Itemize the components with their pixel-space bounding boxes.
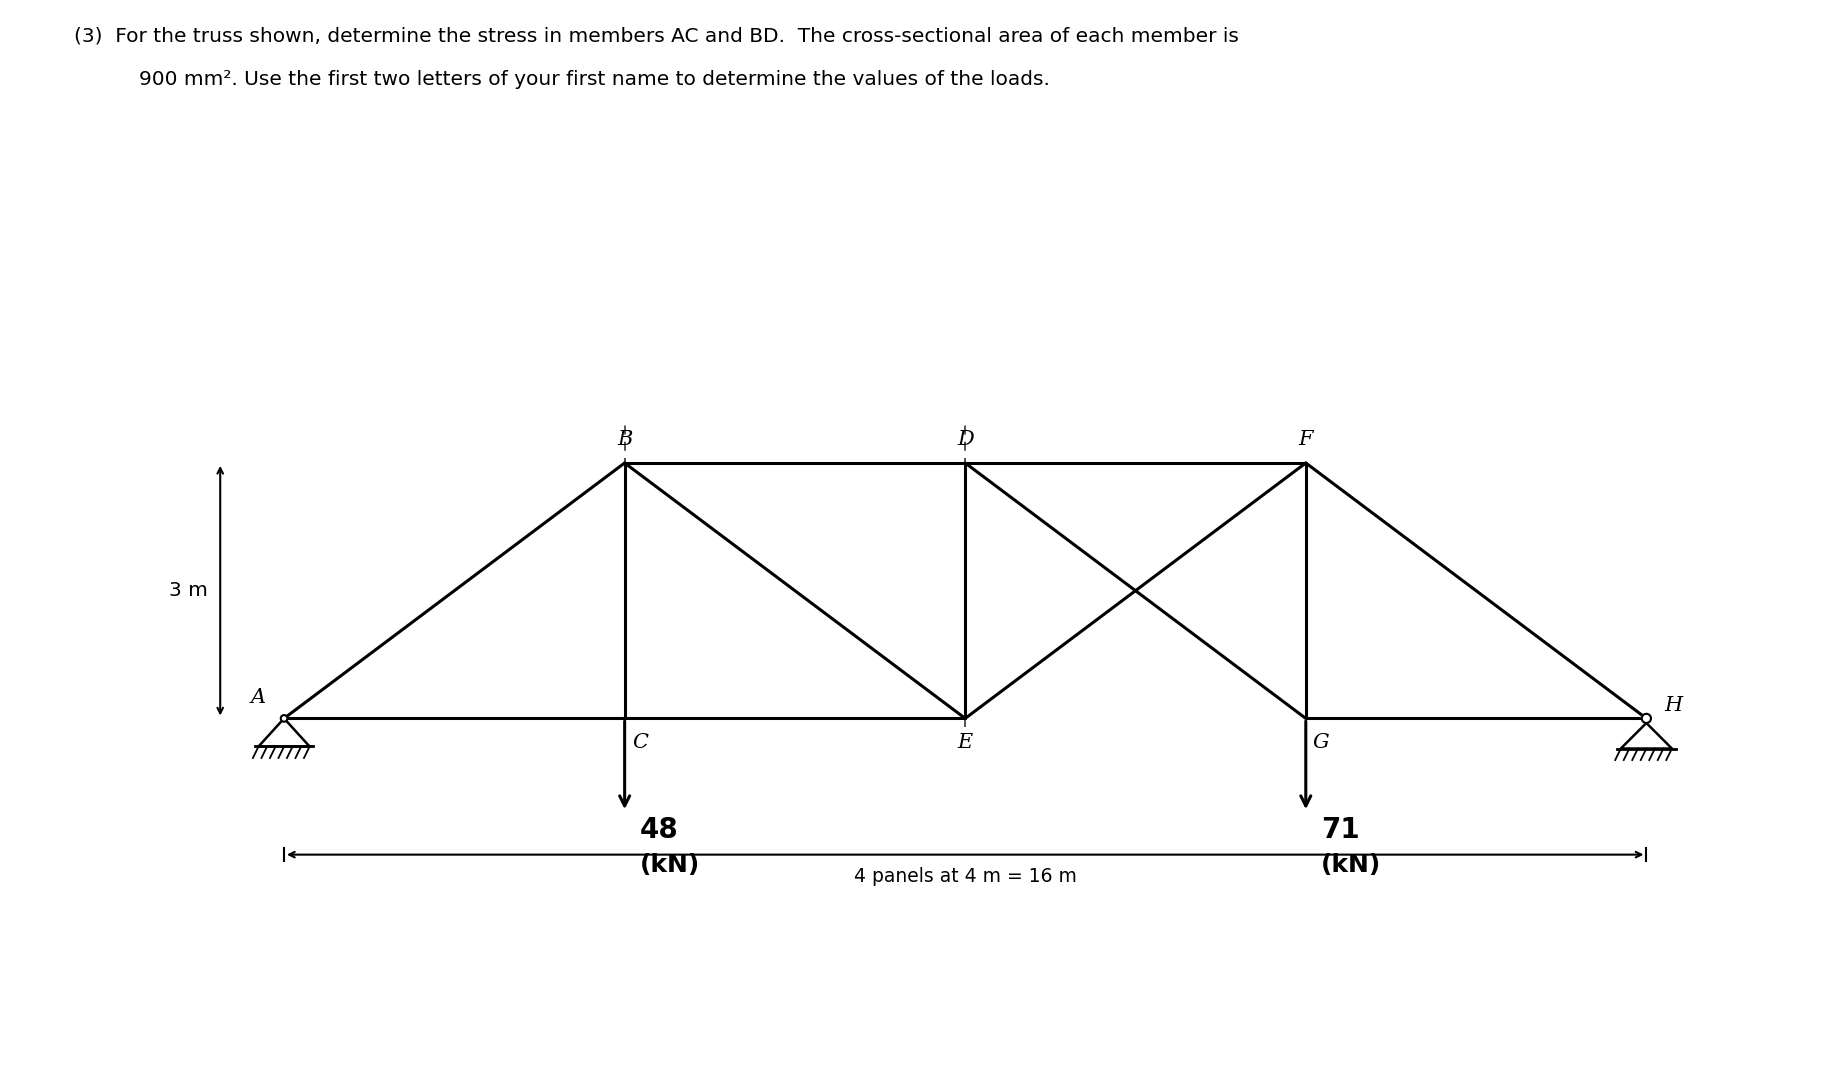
Text: E: E: [957, 732, 972, 752]
Text: 4 panels at 4 m = 16 m: 4 panels at 4 m = 16 m: [854, 867, 1077, 887]
Circle shape: [281, 715, 288, 721]
Text: (kN): (kN): [639, 853, 700, 877]
Text: (kN): (kN): [1321, 853, 1380, 877]
Text: C: C: [632, 732, 649, 752]
Text: B: B: [617, 430, 632, 448]
Text: F: F: [1299, 430, 1314, 448]
Text: A: A: [251, 688, 266, 706]
Text: 48: 48: [639, 816, 678, 845]
Text: 71: 71: [1321, 816, 1360, 845]
Text: D: D: [957, 430, 974, 448]
Text: G: G: [1312, 732, 1329, 752]
Text: (3)  For the truss shown, determine the stress in members AC and BD.  The cross-: (3) For the truss shown, determine the s…: [74, 27, 1238, 46]
Text: H: H: [1665, 697, 1684, 715]
Text: 900 mm². Use the first two letters of your first name to determine the values of: 900 mm². Use the first two letters of yo…: [139, 70, 1050, 90]
Circle shape: [1641, 714, 1650, 723]
Text: 3 m: 3 m: [168, 581, 207, 600]
